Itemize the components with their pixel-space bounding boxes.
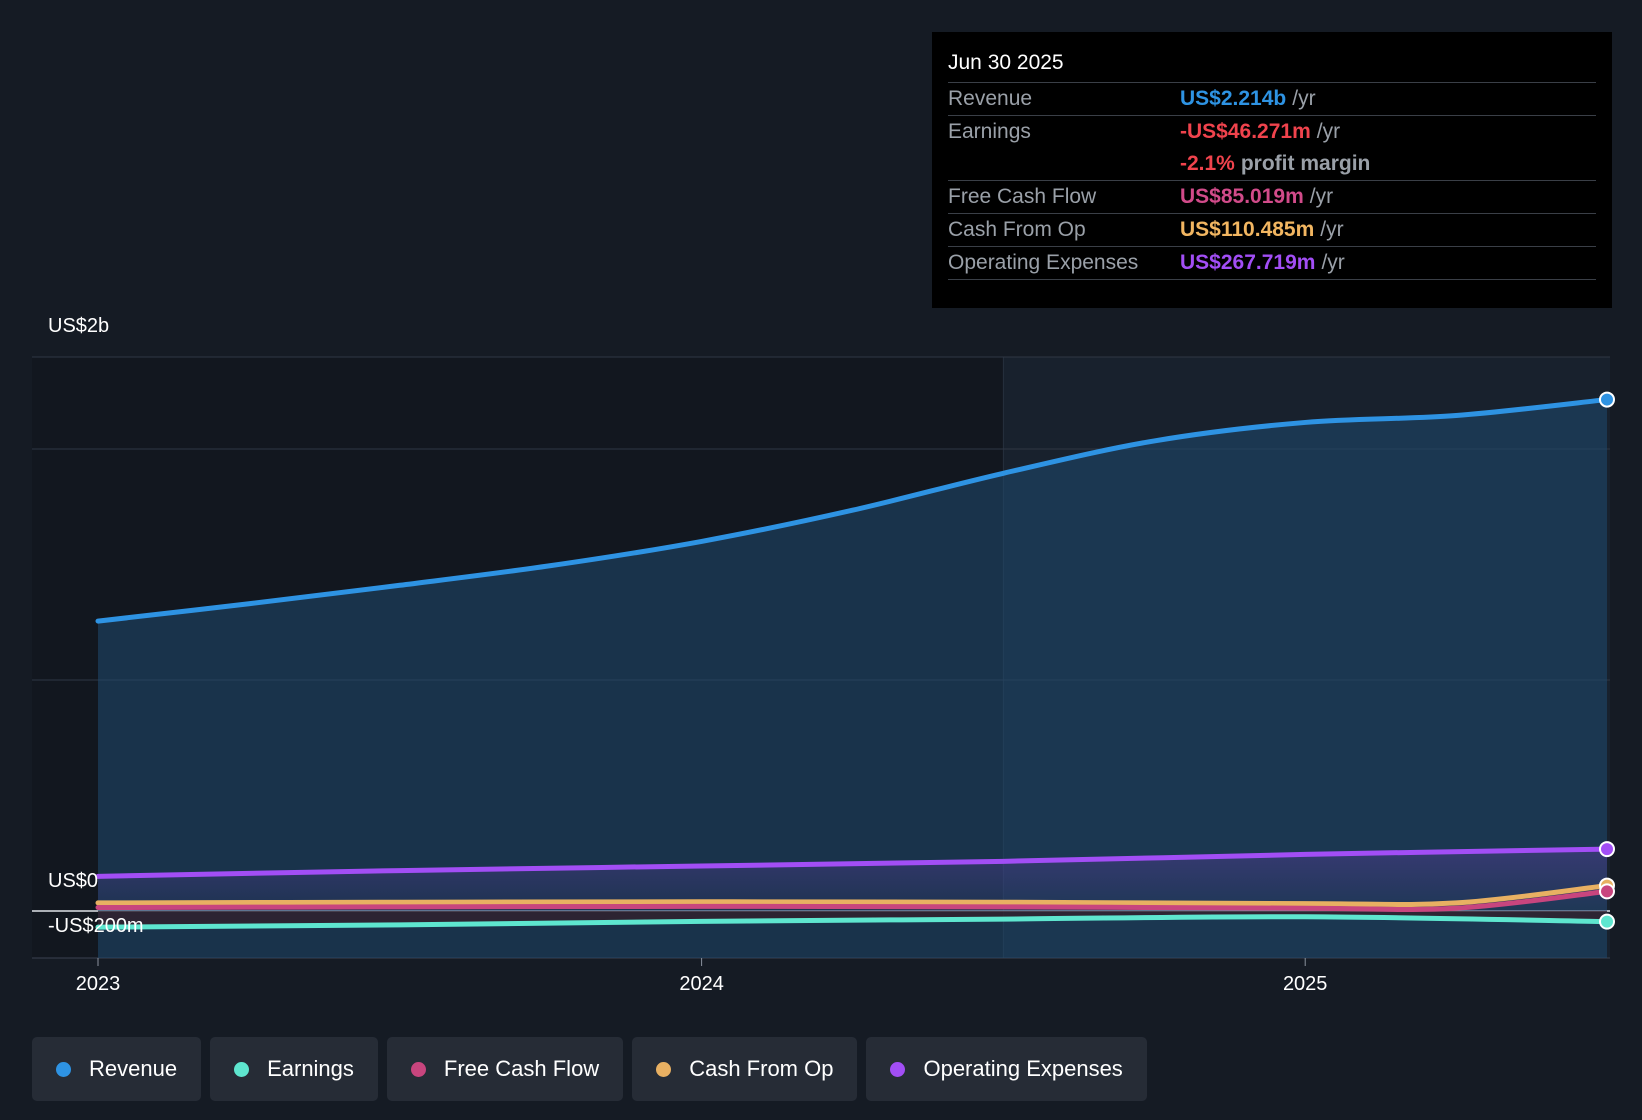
legend-dot-icon (56, 1061, 71, 1077)
legend-dot-icon (656, 1061, 672, 1077)
legend-dot-icon (410, 1061, 426, 1077)
legend-item[interactable]: Operating Expenses (866, 1037, 1147, 1101)
legend-dot-icon (234, 1061, 250, 1077)
x-tick-label: 2025 (1283, 973, 1328, 995)
legend-label: Revenue (89, 1056, 178, 1081)
opex-area (98, 849, 1607, 911)
tooltip-label: Revenue (948, 87, 1033, 110)
series-line-earnings (95, 914, 1610, 930)
legend-label: Earnings (267, 1056, 354, 1081)
tooltip-unit: /yr (1316, 120, 1341, 143)
tooltip-value: US$267.719m (1180, 251, 1316, 274)
series-line-revenue (95, 397, 1610, 624)
x-tick-label: 2024 (679, 973, 724, 995)
tooltip-unit: /yr (1320, 218, 1344, 241)
legend-item[interactable]: Revenue (32, 1037, 202, 1101)
tooltip-value: US$2.214b (1180, 87, 1287, 110)
legend-item[interactable]: Earnings (210, 1037, 378, 1101)
tooltip-value: US$110.485m (1180, 218, 1315, 241)
tooltip-date: Jun 30 2025 (948, 46, 1596, 83)
series-line-cash-from-op (95, 883, 1610, 907)
series-end-point (1599, 883, 1615, 900)
tooltip-row: Operating Expenses US$267.719m/yr (948, 247, 1596, 280)
series-end-point (1599, 913, 1615, 930)
tooltip-row: Earnings -US$46.271m/yr (948, 116, 1596, 148)
tooltip-value: -US$46.271m (1180, 120, 1311, 143)
y-tick-label: US$2b (48, 315, 109, 337)
tooltip-label: Operating Expenses (948, 251, 1139, 274)
tooltip-label: Earnings (948, 120, 1031, 143)
tooltip-unit: /yr (1292, 87, 1316, 110)
series-end-point (1599, 391, 1615, 408)
tooltip-unit: /yr (1309, 185, 1334, 208)
tooltip: Jun 30 2025 Revenue US$2.214b/yr Earnings -… (932, 32, 1612, 308)
tooltip-row: Free Cash Flow US$85.019m/yr (948, 181, 1596, 214)
tooltip-row: Revenue US$2.214b/yr (948, 83, 1596, 116)
revenue-area (98, 399, 1607, 958)
tooltip-unit: profit margin (1240, 152, 1371, 175)
tooltip-value: US$85.019m (1180, 185, 1304, 208)
y-tick-label: -US$200m (48, 915, 144, 937)
tooltip-row: Cash From Op US$110.485m/yr (948, 214, 1596, 247)
y-tick-label: US$0 (48, 870, 98, 892)
legend-label: Free Cash Flow (443, 1056, 600, 1081)
tooltip-value: -2.1% (1180, 152, 1235, 175)
legend-dot-icon (890, 1061, 906, 1077)
series-line-operating-expenses (95, 846, 1610, 879)
tooltip-label: Cash From Op (948, 218, 1086, 241)
tooltip-row: -2.1% profit margin (948, 148, 1596, 181)
legend-item[interactable]: Free Cash Flow (386, 1037, 624, 1101)
legend-label: Cash From Op (689, 1056, 834, 1081)
tooltip-label (948, 148, 1180, 180)
x-tick-label: 2023 (76, 973, 121, 995)
legend-item[interactable]: Cash From Op (632, 1037, 858, 1101)
legend: Revenue Earnings Free Cash Flow Cash From O… (32, 1037, 1147, 1101)
series-line-free-cash-flow (95, 888, 1610, 913)
legend-label: Operating Expenses (923, 1056, 1123, 1081)
tooltip-unit: /yr (1321, 251, 1345, 274)
tooltip-label: Free Cash Flow (948, 185, 1097, 208)
series-end-point (1599, 841, 1615, 858)
